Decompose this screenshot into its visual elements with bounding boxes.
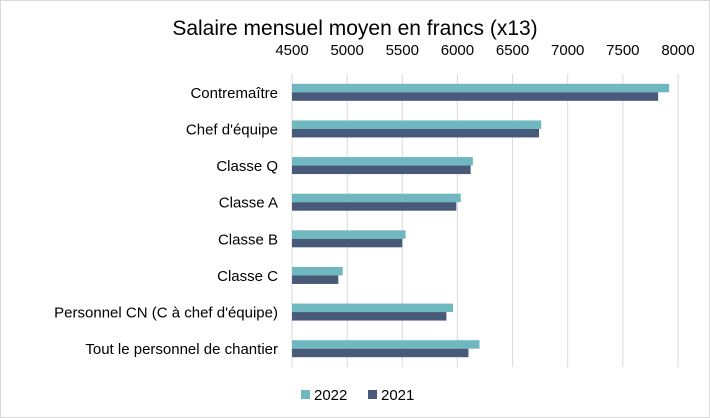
x-tick-label: 7000 — [551, 42, 584, 59]
category-label: Classe A — [219, 195, 278, 212]
bar-2022 — [292, 120, 542, 129]
x-tick-label: 6000 — [441, 42, 474, 59]
bars — [292, 83, 670, 358]
x-tick-label: 7500 — [606, 42, 639, 59]
category-label: Classe B — [218, 231, 278, 248]
category-labels: Contremaître Chef d'équipe Classe Q Classe … — [54, 85, 278, 358]
bar-2022 — [292, 340, 480, 349]
category-label: Contremaître — [190, 85, 278, 102]
bar-2021 — [292, 275, 339, 284]
bar-2021 — [292, 312, 447, 321]
x-tick-label: 6500 — [496, 42, 529, 59]
gridlines — [291, 74, 679, 367]
category-label: Chef d'équipe — [186, 121, 278, 138]
bar-2022 — [292, 83, 670, 93]
bar-2022 — [292, 303, 454, 313]
bar-2021 — [292, 202, 457, 211]
bar-2022 — [292, 157, 473, 166]
category-label: Tout le personnel de chantier — [85, 341, 278, 358]
bar-2022 — [292, 266, 343, 276]
category-label: Classe Q — [216, 158, 278, 175]
x-tick-label: 5000 — [330, 42, 363, 59]
legend: 2022 2021 — [301, 387, 414, 404]
legend-label: 2022 — [314, 387, 347, 404]
x-tick-label: 4500 — [275, 42, 308, 59]
bar-2022 — [292, 193, 461, 203]
x-tick-label: 5500 — [386, 42, 419, 59]
category-label: Classe C — [217, 268, 278, 285]
legend-label: 2021 — [381, 387, 414, 404]
x-tick-labels: 4500 5000 5500 6000 6500 7000 7500 8000 — [275, 42, 694, 59]
category-label: Personnel CN (C à chef d'équipe) — [54, 305, 278, 322]
bar-2021 — [292, 92, 659, 101]
legend-swatch-2021 — [368, 390, 377, 399]
chart-title: Salaire mensuel moyen en francs (x13) — [172, 17, 537, 40]
x-tick-label: 8000 — [661, 42, 694, 59]
bar-2021 — [292, 165, 471, 175]
bar-2021 — [292, 348, 469, 358]
bar-2022 — [292, 230, 406, 239]
bar-2021 — [292, 128, 540, 138]
legend-swatch-2022 — [301, 390, 310, 399]
bar-2021 — [292, 238, 403, 248]
